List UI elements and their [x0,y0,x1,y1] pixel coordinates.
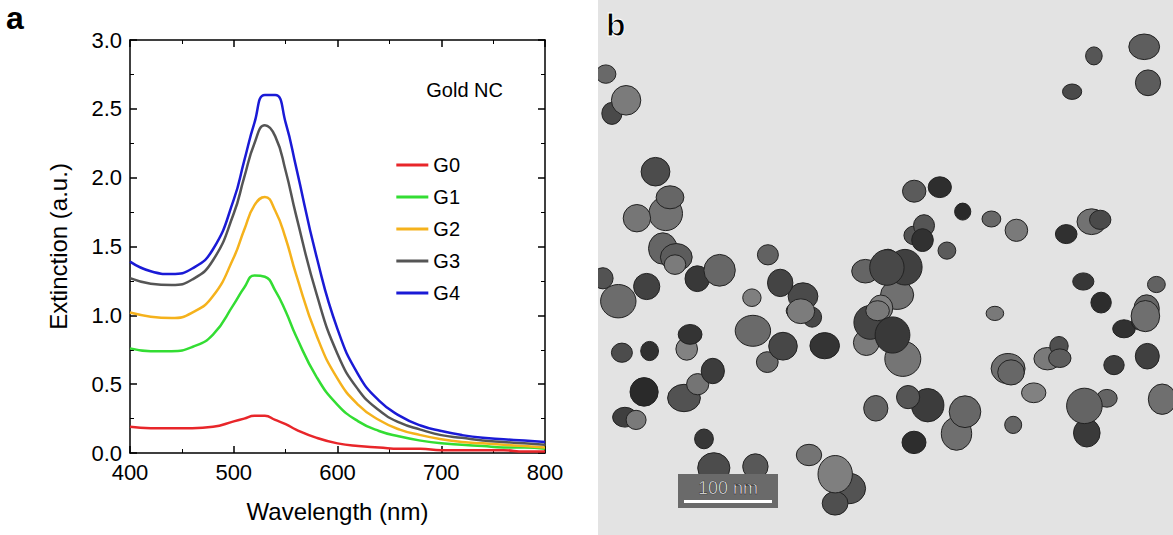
svg-text:2.5: 2.5 [91,96,122,121]
svg-text:G0: G0 [433,154,460,176]
svg-text:0.0: 0.0 [91,440,122,466]
svg-text:800: 800 [527,460,564,485]
svg-text:1.0: 1.0 [91,303,122,328]
svg-text:500: 500 [215,460,252,485]
svg-text:2.0: 2.0 [91,165,122,190]
svg-text:G2: G2 [433,218,460,240]
svg-text:600: 600 [319,460,356,485]
svg-text:3.0: 3.0 [91,28,122,53]
svg-text:b: b [606,7,626,43]
svg-text:G1: G1 [433,186,460,208]
svg-text:Extinction (a.u.): Extinction (a.u.) [45,163,72,330]
svg-text:0.5: 0.5 [91,372,122,397]
svg-text:Gold NC: Gold NC [426,79,503,101]
svg-text:G4: G4 [433,282,460,304]
svg-text:a: a [6,0,24,36]
svg-text:700: 700 [423,460,460,485]
svg-text:400: 400 [112,460,149,485]
svg-text:1.5: 1.5 [91,234,122,259]
svg-text:Wavelength (nm): Wavelength (nm) [247,498,429,525]
svg-text:100 nm: 100 nm [698,478,758,498]
svg-text:G3: G3 [433,250,460,272]
